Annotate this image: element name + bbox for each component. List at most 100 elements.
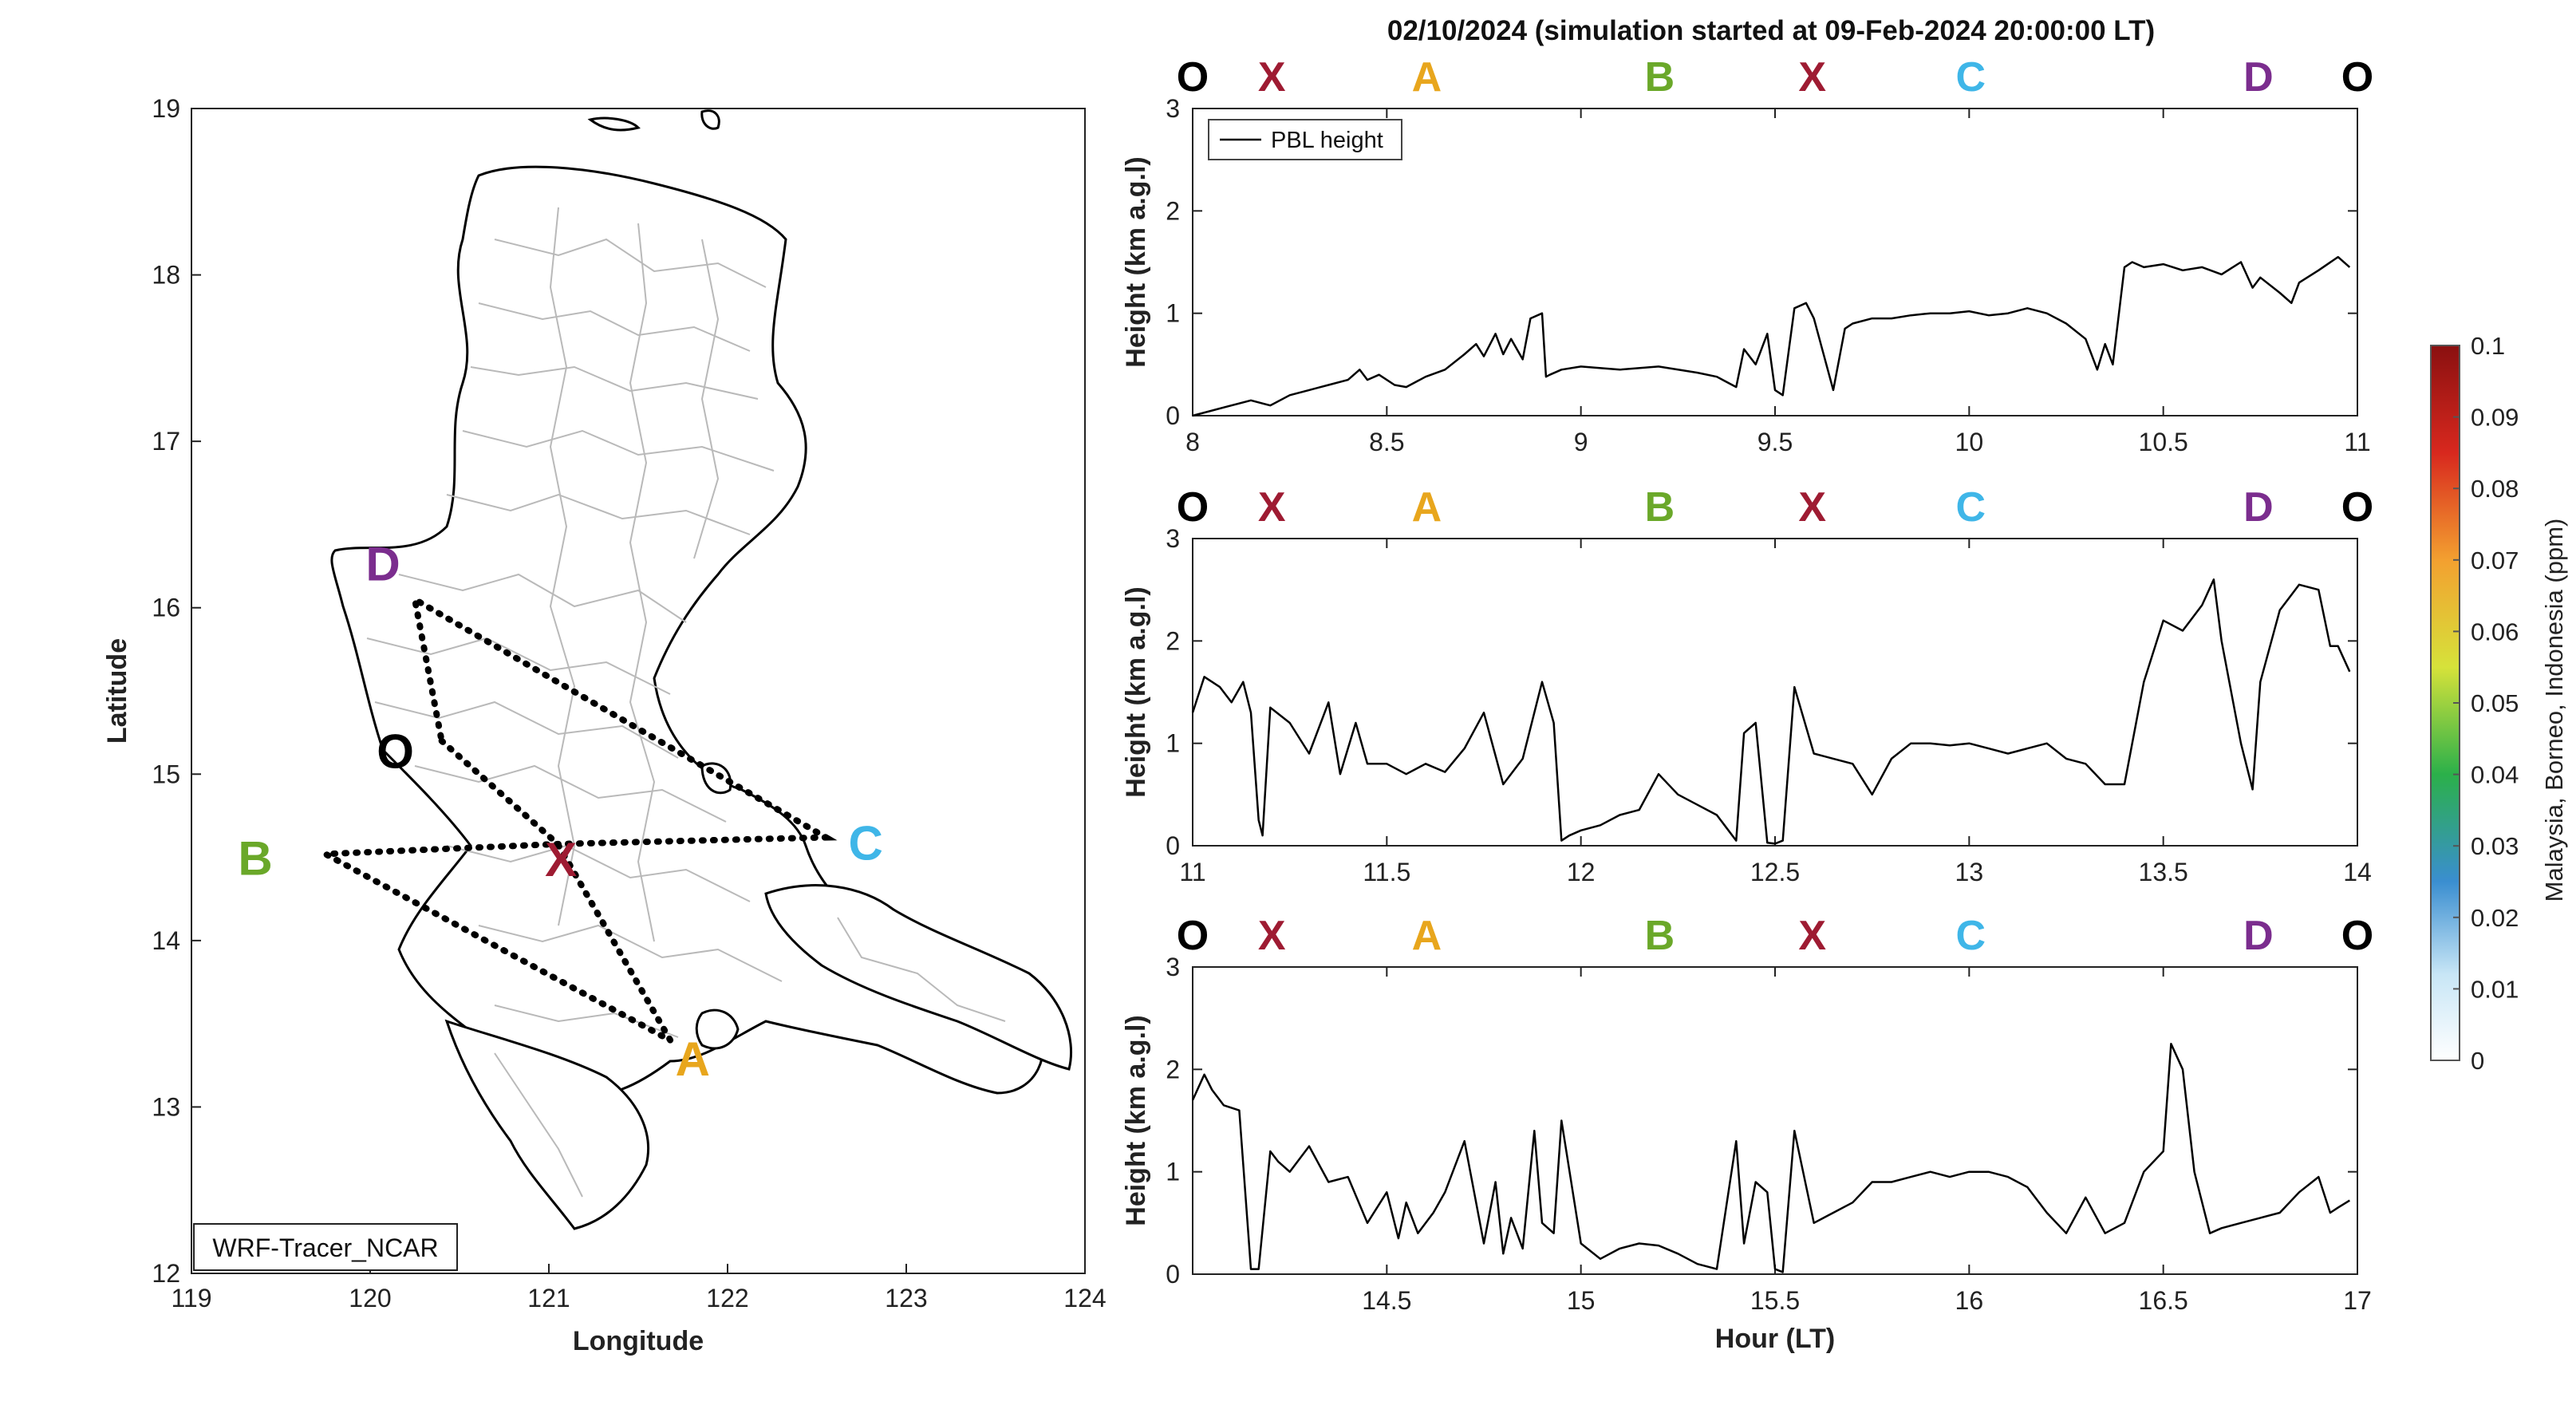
map-x-tick-label: 120 <box>349 1284 391 1312</box>
colorbar-tick-label: 0.03 <box>2471 832 2519 860</box>
map-x-tick-label: 124 <box>1063 1284 1106 1312</box>
panel-marker-d: D <box>2243 913 2274 959</box>
panel-y-tick-label: 2 <box>1166 196 1180 225</box>
legend-label: PBL height <box>1271 128 1383 153</box>
panel-marker-o: O <box>2341 913 2373 959</box>
panel-marker-o: O <box>2341 484 2373 531</box>
panel-y-tick-label: 1 <box>1166 1158 1180 1186</box>
panel-y-label: Height (km a.g.l) <box>1121 156 1151 367</box>
panel-marker-b: B <box>1645 484 1675 531</box>
panel-marker-d: D <box>2243 54 2274 101</box>
colorbar-label: Malaysia, Borneo, Indonesia (ppm) <box>2540 519 2568 902</box>
pbl-height-line <box>1192 255 2351 417</box>
colorbar-tick-label: 0.01 <box>2471 975 2519 1003</box>
map-point-x: X <box>545 833 577 886</box>
panel-x-tick-label: 12 <box>1567 858 1596 886</box>
map-point-a: A <box>676 1032 710 1086</box>
panel-y-tick-label: 0 <box>1166 831 1180 860</box>
map-x-tick-label: 122 <box>706 1284 748 1312</box>
panel-marker-x: X <box>1258 484 1286 531</box>
panel-marker-x: X <box>1258 54 1286 101</box>
panel-marker-x: X <box>1258 913 1286 959</box>
panel-x-tick-label: 10.5 <box>2139 428 2188 456</box>
map-point-b: B <box>238 831 272 885</box>
map-y-tick-label: 13 <box>152 1092 180 1121</box>
colorbar-ticks: 0 0.01 0.02 0.03 0.04 0.05 0.06 0.07 0.08 0.09 0.1 <box>2453 332 2519 1075</box>
map-y-ticks: 12 13 14 15 16 17 18 19 <box>152 94 201 1288</box>
panel-marker-x: X <box>1798 484 1826 531</box>
pbl-panel-3: O X A B X C D O 14.5 15 15.5 16 16.5 17 0 1 2 3 Height (km… <box>1121 913 2373 1354</box>
panel-marker-b: B <box>1645 913 1675 959</box>
panel-x-tick-label: 9.5 <box>1757 428 1793 456</box>
panel-marker-c: C <box>1955 913 1986 959</box>
panel-legend: PBL height <box>1208 119 1402 160</box>
map-y-tick-label: 16 <box>152 594 180 622</box>
colorbar-tick-label: 0.1 <box>2471 332 2505 360</box>
panel-marker-o: O <box>1177 54 1209 101</box>
map-panel: 119 120 121 122 123 124 12 13 14 15 16 17 18 19 Long… <box>102 94 1107 1356</box>
map-point-d: D <box>365 537 400 590</box>
map-y-tick-label: 12 <box>152 1259 180 1288</box>
pbl-panel-1: O X A B X C D O 8 8.5 9 9.5 10 10.5 11 0 1 2 3 Height (km a… <box>1121 54 2373 456</box>
panel-marker-c: C <box>1955 484 1986 531</box>
map-axes-box <box>191 108 1086 1274</box>
panel-x-tick-label: 16 <box>1955 1286 1984 1315</box>
pbl-height-line <box>1191 578 2351 845</box>
panel-y-label: Height (km a.g.l) <box>1121 1015 1151 1226</box>
map-point-c: C <box>849 817 883 870</box>
map-x-tick-label: 121 <box>527 1284 570 1312</box>
colorbar-tick-label: 0.06 <box>2471 618 2519 645</box>
panel-x-tick-label: 16.5 <box>2139 1286 2188 1315</box>
map-y-tick-label: 18 <box>152 261 180 290</box>
colorbar-tick-label: 0.02 <box>2471 904 2519 932</box>
panel-marker-d: D <box>2243 484 2274 531</box>
map-x-label: Longitude <box>573 1326 704 1356</box>
panel-x-tick-label: 8 <box>1185 428 1200 456</box>
panel-axes-box <box>1192 538 2358 847</box>
map-y-tick-label: 19 <box>152 94 180 123</box>
colorbar-tick-label: 0.04 <box>2471 761 2519 789</box>
panel-x-tick-label: 8.5 <box>1369 428 1404 456</box>
colorbar-tick-label: 0.05 <box>2471 689 2519 717</box>
panel-y-label: Height (km a.g.l) <box>1121 586 1151 797</box>
model-badge: WRF-Tracer_NCAR <box>212 1233 438 1262</box>
map-y-label: Latitude <box>102 638 132 744</box>
panel-y-tick-label: 0 <box>1166 401 1180 430</box>
colorbar-tick-label: 0 <box>2471 1047 2484 1075</box>
pbl-height-line <box>1191 1043 2350 1273</box>
panel-x-tick-label: 17 <box>2343 1286 2372 1315</box>
panel-y-tick-label: 3 <box>1166 524 1180 553</box>
map-x-tick-label: 123 <box>885 1284 927 1312</box>
panel-x-tick-label: 11 <box>2344 428 2370 456</box>
panel-x-tick-label: 13.5 <box>2139 858 2188 886</box>
panel-axes-box <box>1192 966 2358 1275</box>
panel-x-tick-label: 14.5 <box>1362 1286 1411 1315</box>
map-y-tick-label: 17 <box>152 427 180 456</box>
panel-x-tick-label: 15.5 <box>1750 1286 1800 1315</box>
flight-route <box>314 593 838 1049</box>
colorbar: 0 0.01 0.02 0.03 0.04 0.05 0.06 0.07 0.08 0.09 0.1… <box>2430 332 2568 1075</box>
panel-x-tick-label: 11.5 <box>1363 858 1410 886</box>
panel-marker-a: A <box>1412 913 1442 959</box>
map-x-ticks: 119 120 121 122 123 124 <box>171 1264 1107 1312</box>
panel-x-label: Hour (LT) <box>1715 1324 1835 1354</box>
panel-y-tick-label: 3 <box>1166 953 1180 981</box>
panel-y-tick-label: 1 <box>1166 299 1180 328</box>
panel-y-tick-label: 2 <box>1166 1055 1180 1083</box>
panel-x-tick-label: 11 <box>1179 858 1205 886</box>
panel-x-tick-label: 12.5 <box>1750 858 1800 886</box>
route-points: D O X B C A <box>238 537 883 1086</box>
panel-marker-o: O <box>2341 54 2373 101</box>
panel-marker-c: C <box>1955 54 1986 101</box>
panel-marker-b: B <box>1645 54 1675 101</box>
panel-y-tick-label: 0 <box>1166 1260 1180 1289</box>
panel-x-tick-label: 15 <box>1567 1286 1596 1315</box>
panel-y-tick-label: 1 <box>1166 729 1180 758</box>
panel-x-tick-label: 9 <box>1574 428 1588 456</box>
panel-y-tick-label: 3 <box>1166 94 1180 123</box>
map-y-tick-label: 14 <box>152 926 180 955</box>
route-line <box>314 593 838 1049</box>
colorbar-tick-label: 0.09 <box>2471 404 2519 432</box>
